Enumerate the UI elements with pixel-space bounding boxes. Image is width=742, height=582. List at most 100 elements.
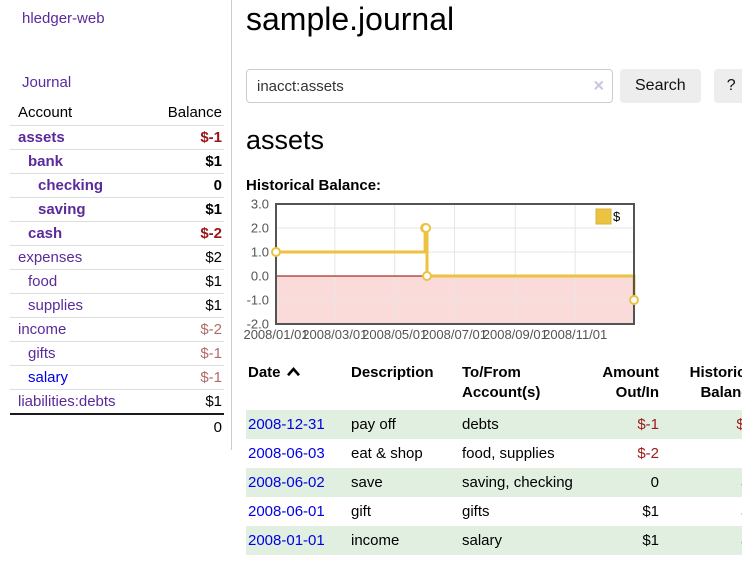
accounts-header-row: Account Balance bbox=[10, 101, 224, 126]
transaction-date-link[interactable]: 2008-01-01 bbox=[248, 532, 325, 549]
register-row: 2008-06-03 eat & shop food, supplies $-20 bbox=[246, 439, 742, 468]
svg-text:2008/05/01: 2008/05/01 bbox=[362, 327, 427, 342]
account-link[interactable]: cash bbox=[28, 225, 63, 242]
register-description: gift bbox=[351, 503, 372, 520]
account-balance: $2 bbox=[149, 245, 224, 270]
svg-text:3.0: 3.0 bbox=[251, 197, 269, 212]
account-row: supplies $1 bbox=[10, 293, 224, 318]
register-row: 2008-06-01 gift gifts $1$2 bbox=[246, 497, 742, 526]
register-description: save bbox=[351, 474, 383, 491]
register-header-row: Date Description To/From Account(s) Amou… bbox=[246, 363, 742, 410]
account-link[interactable]: supplies bbox=[28, 297, 84, 314]
app-root: hledger-web Journal Account Balance asse… bbox=[0, 0, 742, 555]
account-row: assets $-1 bbox=[10, 125, 224, 150]
search-bar: × Search ? bbox=[246, 69, 742, 103]
register-header-date[interactable]: Date bbox=[246, 363, 349, 410]
account-link[interactable]: liabilities:debts bbox=[18, 393, 116, 410]
account-row: liabilities:debts $1 bbox=[10, 390, 224, 415]
account-link[interactable]: assets bbox=[18, 129, 65, 146]
accounts-header-account: Account bbox=[10, 101, 150, 126]
account-row: bank $1 bbox=[10, 149, 224, 174]
register-amount: $-1 bbox=[637, 416, 659, 433]
account-balance: $1 bbox=[205, 393, 222, 410]
register-header-description: Description bbox=[351, 364, 434, 381]
account-balance: $-1 bbox=[149, 341, 224, 366]
register-row: 2008-12-31 pay off debts $-1 $-1 bbox=[246, 410, 742, 439]
sidebar-item-journal[interactable]: Journal bbox=[22, 74, 72, 91]
clear-search-icon[interactable]: × bbox=[593, 75, 604, 96]
register-balance: $-1 bbox=[736, 416, 742, 433]
register-amount: $1 bbox=[642, 503, 659, 520]
register-balance: $2 bbox=[661, 468, 742, 497]
register-table: Date Description To/From Account(s) Amou… bbox=[246, 363, 742, 555]
svg-text:1.0: 1.0 bbox=[251, 245, 269, 260]
register-row: 2008-06-02 save saving, checking 0$2 bbox=[246, 468, 742, 497]
svg-text:2008/11/01: 2008/11/01 bbox=[543, 327, 607, 342]
sort-ascending-icon bbox=[286, 367, 300, 377]
account-row: gifts $-1 bbox=[10, 341, 224, 366]
svg-text:2.0: 2.0 bbox=[251, 221, 269, 236]
main-content: sample.journal × Search ? assets Histori… bbox=[232, 0, 742, 555]
register-header-balance: Historical Balance bbox=[689, 364, 742, 401]
register-amount: 0 bbox=[650, 474, 659, 491]
account-balance: $-2 bbox=[149, 317, 224, 342]
account-balance: $1 bbox=[149, 293, 224, 318]
register-description: eat & shop bbox=[351, 445, 423, 462]
account-balance: $1 bbox=[149, 149, 224, 174]
register-balance: $2 bbox=[661, 497, 742, 526]
register-accounts: gifts bbox=[462, 503, 490, 520]
account-heading: assets bbox=[246, 125, 325, 155]
transaction-date-link[interactable]: 2008-06-02 bbox=[248, 474, 325, 491]
help-button[interactable]: ? bbox=[713, 69, 742, 103]
account-row: cash $-2 bbox=[10, 221, 224, 246]
svg-text:-2.0: -2.0 bbox=[247, 317, 269, 332]
account-balance: 0 bbox=[149, 173, 224, 198]
account-link[interactable]: gifts bbox=[28, 345, 56, 362]
account-balance: $-1 bbox=[149, 365, 224, 390]
account-balance: $1 bbox=[149, 197, 224, 222]
transaction-date-link[interactable]: 2008-06-03 bbox=[248, 445, 325, 462]
brand-link[interactable]: hledger-web bbox=[22, 10, 105, 27]
account-link[interactable]: checking bbox=[38, 177, 104, 194]
search-button[interactable]: Search bbox=[620, 69, 701, 103]
account-row: expenses $2 bbox=[10, 245, 224, 270]
register-description: pay off bbox=[351, 416, 396, 433]
register-description: income bbox=[351, 532, 400, 549]
accounts-header-balance: Balance bbox=[149, 101, 224, 126]
svg-text:$: $ bbox=[613, 209, 621, 224]
register-accounts: debts bbox=[462, 416, 499, 433]
search-input-wrap: × bbox=[246, 69, 613, 103]
account-row: checking 0 bbox=[10, 173, 224, 198]
accounts-table: Account Balance assets $-1 bank $1 checking 0… bbox=[10, 101, 224, 440]
account-link[interactable]: salary bbox=[28, 369, 69, 386]
register-accounts: salary bbox=[462, 532, 503, 549]
chart-title: Historical Balance: bbox=[246, 177, 382, 194]
svg-text:2008/09/01: 2008/09/01 bbox=[483, 327, 548, 342]
transaction-date-link[interactable]: 2008-06-01 bbox=[248, 503, 325, 520]
svg-text:-1.0: -1.0 bbox=[247, 293, 269, 308]
register-balance: $1 bbox=[661, 526, 742, 555]
svg-text:2008/07/01: 2008/07/01 bbox=[422, 327, 487, 342]
svg-text:2008/03/01: 2008/03/01 bbox=[302, 327, 367, 342]
account-link[interactable]: expenses bbox=[18, 249, 83, 266]
account-row: food $1 bbox=[10, 269, 224, 294]
account-balance: $1 bbox=[149, 269, 224, 294]
register-amount: $1 bbox=[642, 532, 659, 549]
account-link[interactable]: income bbox=[18, 321, 67, 338]
register-row: 2008-01-01 income salary $1$1 bbox=[246, 526, 742, 555]
accounts-total-row: 0 bbox=[10, 413, 224, 440]
register-header-accounts: To/From Account(s) bbox=[462, 364, 541, 401]
register-accounts: saving, checking bbox=[462, 474, 573, 491]
register-balance: 0 bbox=[661, 439, 742, 468]
svg-text:0.0: 0.0 bbox=[251, 269, 269, 284]
sidebar: hledger-web Journal Account Balance asse… bbox=[0, 0, 232, 450]
search-input[interactable] bbox=[246, 69, 613, 103]
account-link[interactable]: food bbox=[28, 273, 58, 290]
account-balance: $-1 bbox=[149, 125, 224, 150]
transaction-date-link[interactable]: 2008-12-31 bbox=[248, 416, 325, 433]
account-link[interactable]: saving bbox=[38, 201, 86, 218]
accounts-total-balance: 0 bbox=[149, 413, 224, 440]
account-link[interactable]: bank bbox=[28, 153, 64, 170]
register-header-date-label: Date bbox=[248, 364, 281, 381]
account-row: salary $-1 bbox=[10, 365, 224, 390]
